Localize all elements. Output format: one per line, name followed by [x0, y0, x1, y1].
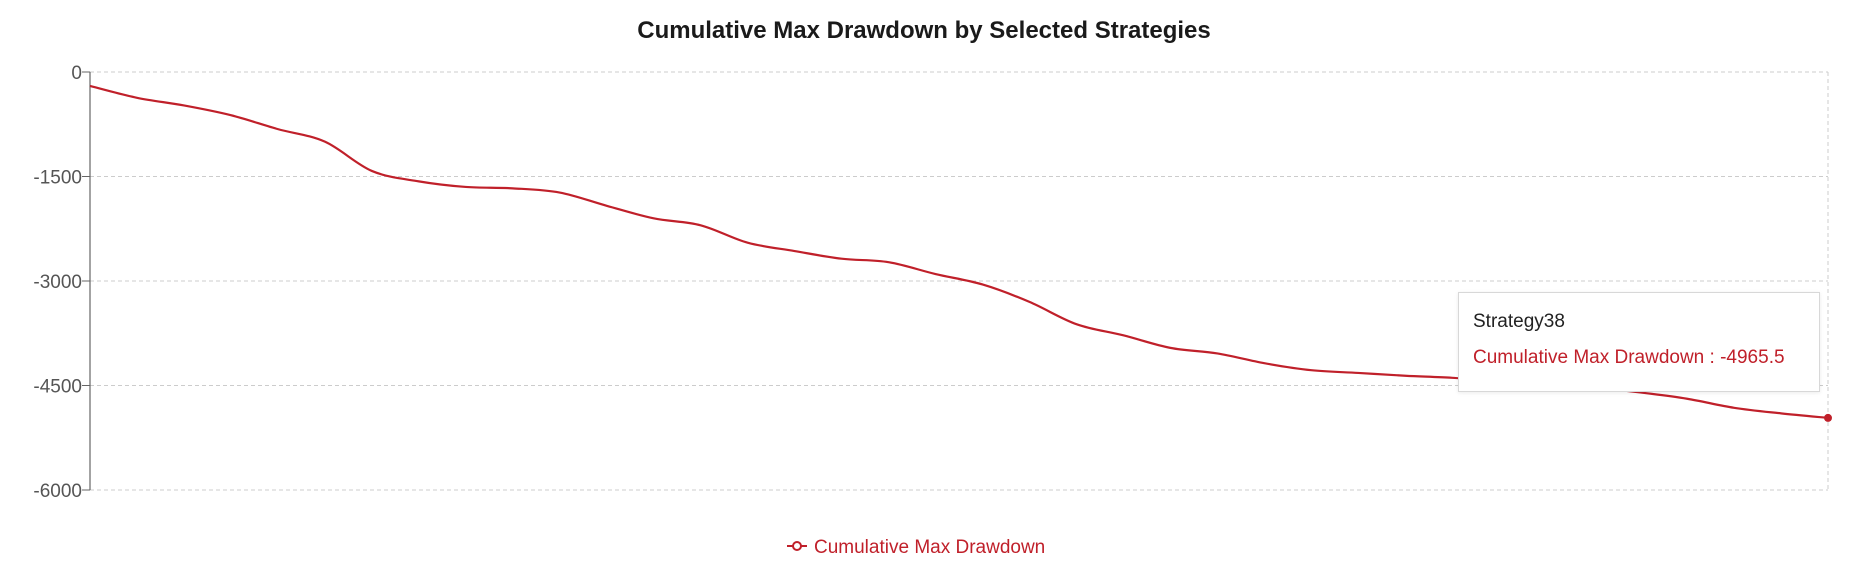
- tooltip-separator: :: [1704, 347, 1721, 368]
- y-tick-label: -6000: [33, 481, 82, 502]
- y-tick-label: -1500: [33, 168, 82, 189]
- y-tick-label: 0: [71, 63, 82, 84]
- legend-label[interactable]: Cumulative Max Drawdown: [814, 537, 1045, 558]
- legend[interactable]: Cumulative Max Drawdown: [787, 537, 1045, 558]
- tooltip-category: Strategy38: [1473, 311, 1565, 332]
- highlight-point[interactable]: [1824, 413, 1832, 422]
- tooltip-series-label: Cumulative Max Drawdown: [1473, 347, 1705, 368]
- legend-marker-icon: [792, 541, 802, 551]
- grid: [90, 71, 1829, 491]
- tooltip-value: -4965.5: [1720, 347, 1785, 368]
- tooltip: Strategy38 Cumulative Max Drawdown : -49…: [1458, 292, 1820, 392]
- y-tick-label: -4500: [33, 377, 82, 398]
- y-tick-label: -3000: [33, 272, 82, 293]
- chart-title: Cumulative Max Drawdown by Selected Stra…: [637, 17, 1211, 44]
- axes: 0 -1500 -3000 -4500 -6000: [33, 63, 91, 502]
- tooltip-row: Cumulative Max Drawdown : -4965.5: [1473, 347, 1805, 369]
